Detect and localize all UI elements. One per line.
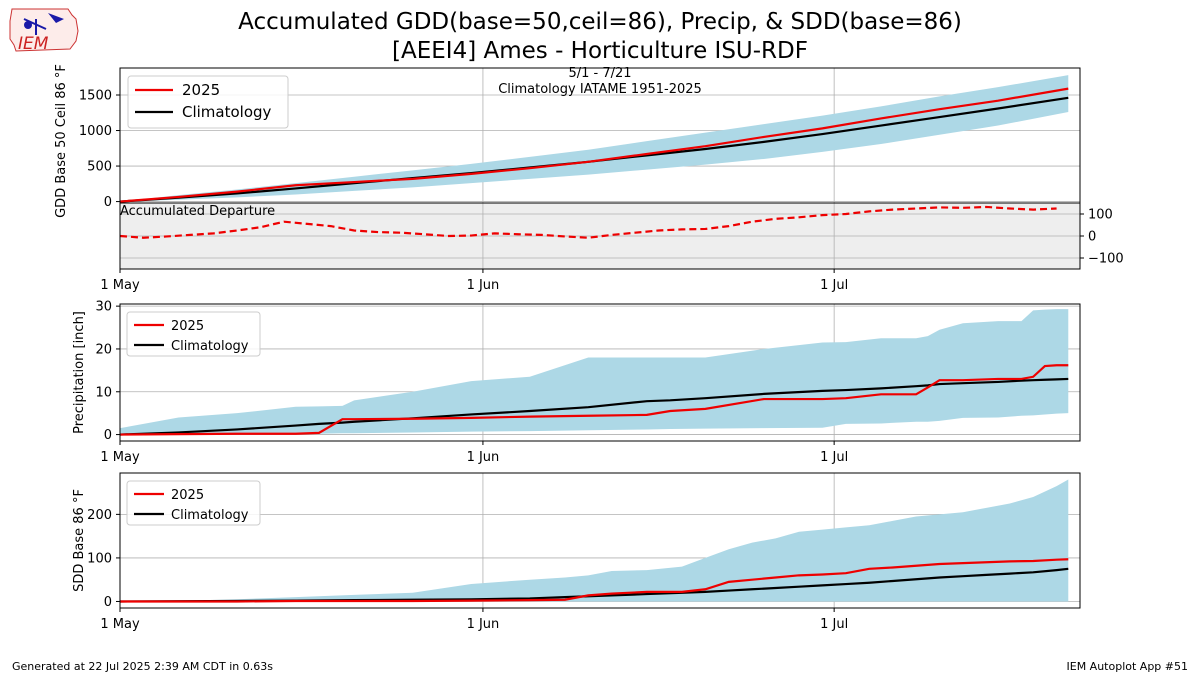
gdd-xtick-label-1: 1 Jun xyxy=(467,278,500,293)
precip-series-2025-line xyxy=(119,364,1069,436)
logo-text: IEM xyxy=(18,34,49,54)
precip-ytick-label-0: 0 xyxy=(104,428,112,443)
departure-ytick-label-2: 100 xyxy=(1088,208,1113,223)
sdd-ytick-label-2: 200 xyxy=(87,508,112,523)
precip-ytick-label-1: 10 xyxy=(95,385,112,400)
chart-title-line1: Accumulated GDD(base=50,ceil=86), Precip… xyxy=(238,9,962,35)
iem-logo: IEM xyxy=(6,5,82,57)
sdd-series-2025-line xyxy=(120,558,1069,603)
precip-legend-label-climatology: Climatology xyxy=(171,339,249,354)
gdd-ytick-label-3: 1500 xyxy=(79,89,112,104)
precip-xtick-label-1: 1 Jun xyxy=(467,450,500,465)
precip-legend-label-2025: 2025 xyxy=(171,319,204,334)
sdd-ytick-label-0: 0 xyxy=(104,595,112,610)
gdd-ytick-label-1: 500 xyxy=(87,160,112,175)
departure-series-2025-line xyxy=(119,205,1057,239)
precip-ytick-label-3: 30 xyxy=(95,300,112,315)
sdd-xtick-label-2: 1 Jul xyxy=(820,617,848,632)
sdd-xtick-label-1: 1 Jun xyxy=(467,617,500,632)
departure-panel-label: Accumulated Departure xyxy=(120,204,275,219)
gdd-annotation-1: Climatology IATAME 1951-2025 xyxy=(498,82,702,97)
precip-ytick-label-2: 20 xyxy=(95,342,112,357)
precip-series-climatology-line xyxy=(119,377,1069,436)
gdd-legend-label-2025: 2025 xyxy=(182,81,220,99)
departure-ytick-label-0: −100 xyxy=(1088,252,1124,267)
precip-range-band xyxy=(120,309,1069,435)
gdd-legend-label-climatology: Climatology xyxy=(182,103,272,121)
footer-app: IEM Autoplot App #51 xyxy=(1066,660,1189,673)
chart-title-line2: [AEEI4] Ames - Horticulture ISU-RDF xyxy=(392,38,808,64)
sdd-legend-label-2025: 2025 xyxy=(171,488,204,503)
gdd-ytick-label-0: 0 xyxy=(104,195,112,210)
gdd-range-band xyxy=(120,75,1069,202)
sdd-frame xyxy=(119,472,1081,609)
precip-xtick-label-0: 1 May xyxy=(100,450,140,465)
gdd-series-2025-line xyxy=(119,87,1069,203)
footer-generated: Generated at 22 Jul 2025 2:39 AM CDT in … xyxy=(12,660,273,673)
sdd-legend-label-climatology: Climatology xyxy=(171,508,249,523)
precip-ylabel: Precipitation [inch] xyxy=(72,311,87,434)
gdd-ytick-label-2: 1000 xyxy=(79,124,112,139)
sdd-range-band xyxy=(120,479,1069,602)
gdd-ylabel: GDD Base 50 Ceil 86 °F xyxy=(54,64,69,218)
precip-frame xyxy=(119,303,1081,442)
precip-xtick-label-2: 1 Jul xyxy=(820,450,848,465)
gdd-annotation-0: 5/1 - 7/21 xyxy=(568,66,631,81)
departure-ytick-label-1: 0 xyxy=(1088,230,1096,245)
sdd-xtick-label-0: 1 May xyxy=(100,617,140,632)
sdd-ytick-label-1: 100 xyxy=(87,551,112,566)
gdd-xtick-label-2: 1 Jul xyxy=(820,278,848,293)
sdd-ylabel: SDD Base 86 °F xyxy=(72,489,87,592)
sdd-series-climatology-line xyxy=(119,567,1069,603)
gdd-xtick-label-0: 1 May xyxy=(100,278,140,293)
